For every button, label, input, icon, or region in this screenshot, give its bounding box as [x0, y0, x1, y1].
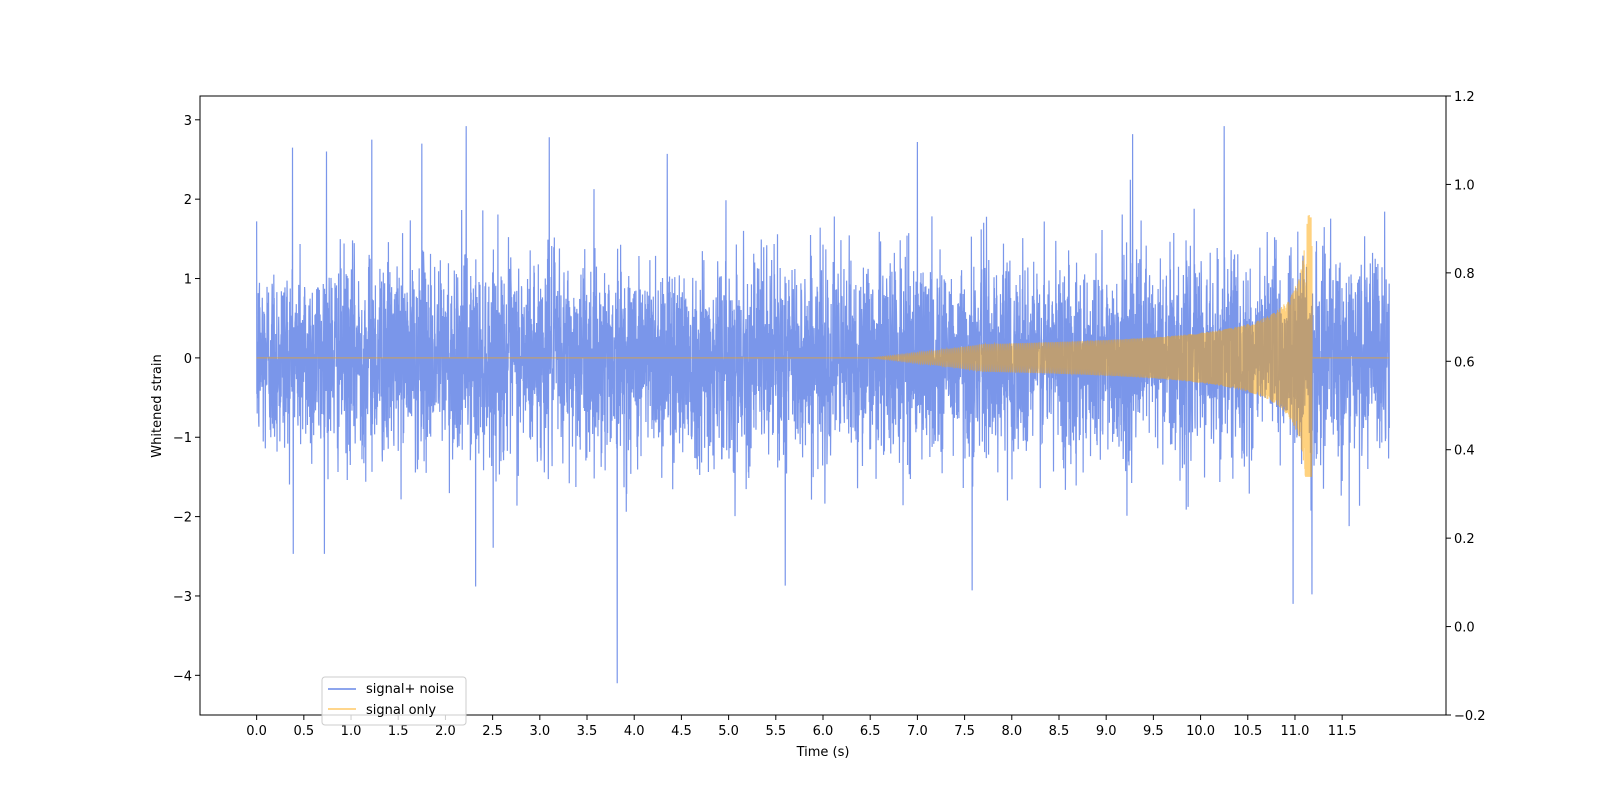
x-tick-label: 11.5 — [1328, 724, 1357, 739]
y-tick-label: −4 — [173, 669, 192, 684]
x-tick-label: 6.0 — [813, 724, 834, 739]
x-tick-label: 4.0 — [624, 724, 645, 739]
x-tick-label: 2.5 — [482, 724, 503, 739]
legend: signal+ noise signal only — [321, 676, 467, 726]
x-axis-label: Time (s) — [796, 745, 850, 760]
y2-tick-label: 1.0 — [1454, 178, 1475, 193]
y-tick-label: 1 — [184, 273, 192, 288]
y-axis-right: −0.2 0.0 0.2 0.4 0.6 0.8 1.0 1.2 — [1446, 90, 1486, 724]
x-tick-label: 1.0 — [341, 724, 362, 739]
x-tick-label: 10.5 — [1233, 724, 1262, 739]
x-tick-label: 9.5 — [1143, 724, 1164, 739]
x-tick-label: 2.0 — [435, 724, 456, 739]
y-axis-label: Whitened strain — [150, 354, 165, 457]
y-tick-label: 2 — [184, 193, 192, 208]
plot-area — [256, 126, 1390, 684]
x-tick-label: 0.5 — [293, 724, 314, 739]
x-tick-label: 7.0 — [907, 724, 928, 739]
x-tick-label: 0.0 — [246, 724, 267, 739]
x-tick-label: 1.5 — [388, 724, 409, 739]
y-tick-label: −1 — [173, 431, 192, 446]
y-tick-label: −2 — [173, 511, 192, 526]
legend-label-signal-only: signal only — [366, 703, 436, 718]
series-line-signal-only — [256, 215, 1390, 477]
x-tick-label: 7.5 — [954, 724, 975, 739]
y-tick-label: 3 — [184, 114, 192, 129]
y2-tick-label: −0.2 — [1454, 709, 1486, 724]
y-axis-left: −4 −3 −2 −1 0 1 2 3 — [173, 114, 200, 684]
x-tick-label: 10.0 — [1186, 724, 1215, 739]
x-tick-label: 4.5 — [671, 724, 692, 739]
x-tick-label: 5.0 — [718, 724, 739, 739]
y-tick-label: 0 — [184, 352, 192, 367]
x-tick-label: 8.5 — [1049, 724, 1070, 739]
x-tick-label: 11.0 — [1280, 724, 1309, 739]
x-tick-label: 3.0 — [529, 724, 550, 739]
x-tick-label: 5.5 — [765, 724, 786, 739]
x-tick-label: 3.5 — [577, 724, 598, 739]
y2-tick-label: 0.4 — [1454, 444, 1475, 459]
y2-tick-label: 0.0 — [1454, 621, 1475, 636]
y2-tick-label: 0.8 — [1454, 267, 1475, 282]
legend-box — [321, 676, 467, 726]
legend-label-signal-noise: signal+ noise — [366, 682, 454, 697]
y2-tick-label: 1.2 — [1454, 90, 1475, 105]
x-tick-label: 8.0 — [1001, 724, 1022, 739]
y2-tick-label: 0.6 — [1454, 355, 1475, 370]
x-axis: 0.0 0.5 1.0 1.5 2.0 2.5 3.0 3.5 4.0 4.5 5.0 5.5 6.0 6… — [246, 715, 1357, 739]
x-tick-label: 6.5 — [860, 724, 881, 739]
y-tick-label: −3 — [173, 590, 192, 605]
x-tick-label: 9.0 — [1096, 724, 1117, 739]
y2-tick-label: 0.2 — [1454, 532, 1475, 547]
